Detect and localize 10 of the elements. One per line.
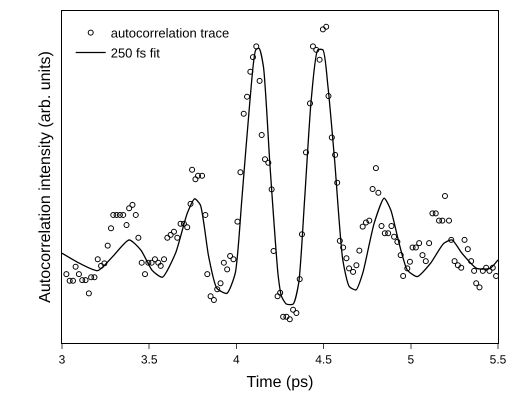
- x-tick-label: 3.5: [140, 352, 158, 366]
- legend-label: autocorrelation trace: [110, 26, 230, 41]
- y-axis-title: Autocorrelation intensity (arb. units): [36, 51, 54, 303]
- x-tick-label: 5.5: [490, 352, 507, 366]
- x-tick-label: 4: [233, 352, 240, 366]
- legend-label: 250 fs fit: [110, 46, 160, 61]
- x-tick-label: 5: [407, 352, 414, 366]
- x-tick-label: 3: [58, 352, 66, 366]
- x-axis-title: Time (ps): [246, 374, 314, 392]
- x-tick-label: 4.5: [315, 352, 332, 366]
